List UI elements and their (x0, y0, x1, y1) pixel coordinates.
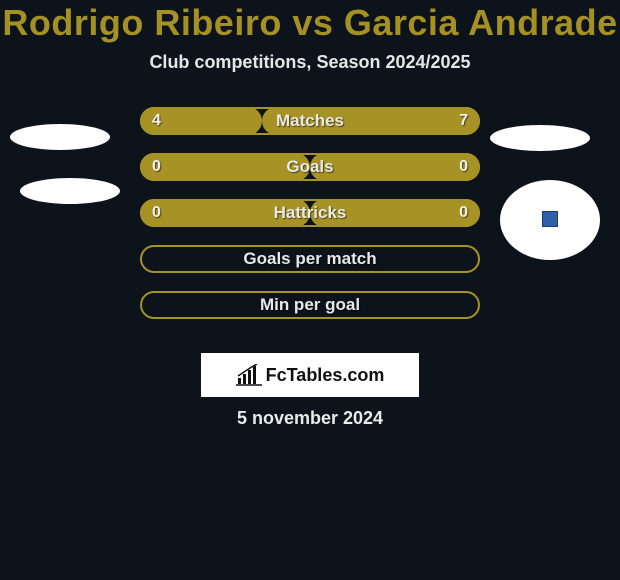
stat-label: Matches (140, 107, 480, 135)
placeholder-photo (10, 124, 110, 150)
stat-row: Matches4 7 (140, 107, 480, 135)
date-text: 5 november 2024 (0, 408, 620, 429)
chart-icon (236, 364, 262, 386)
brand-box: FcTables.com (201, 353, 419, 397)
placeholder-photo (20, 178, 120, 204)
comparison-card: Rodrigo Ribeiro vs Garcia Andrade Club c… (0, 0, 620, 580)
stat-value-right: 0 (459, 199, 468, 227)
stat-row: Goals0 0 (140, 153, 480, 181)
stat-row: Goals per match (140, 245, 480, 273)
placeholder-photo (490, 125, 590, 151)
stat-value-left: 0 (152, 153, 161, 181)
stat-row: Hattricks0 0 (140, 199, 480, 227)
stat-value-right: 0 (459, 153, 468, 181)
stat-label: Hattricks (140, 199, 480, 227)
stat-value-left: 0 (152, 199, 161, 227)
stat-label: Min per goal (140, 291, 480, 319)
subtitle: Club competitions, Season 2024/2025 (0, 52, 620, 73)
stat-label: Goals per match (140, 245, 480, 273)
placeholder-thumb-icon (542, 211, 558, 227)
stat-value-right: 7 (459, 107, 468, 135)
stat-value-left: 4 (152, 107, 161, 135)
page-title: Rodrigo Ribeiro vs Garcia Andrade (0, 0, 620, 44)
brand-text: FcTables.com (266, 365, 385, 386)
stat-row: Min per goal (140, 291, 480, 319)
stat-label: Goals (140, 153, 480, 181)
stat-rows: Matches47Goals00Hattricks00Goals per mat… (140, 107, 480, 337)
